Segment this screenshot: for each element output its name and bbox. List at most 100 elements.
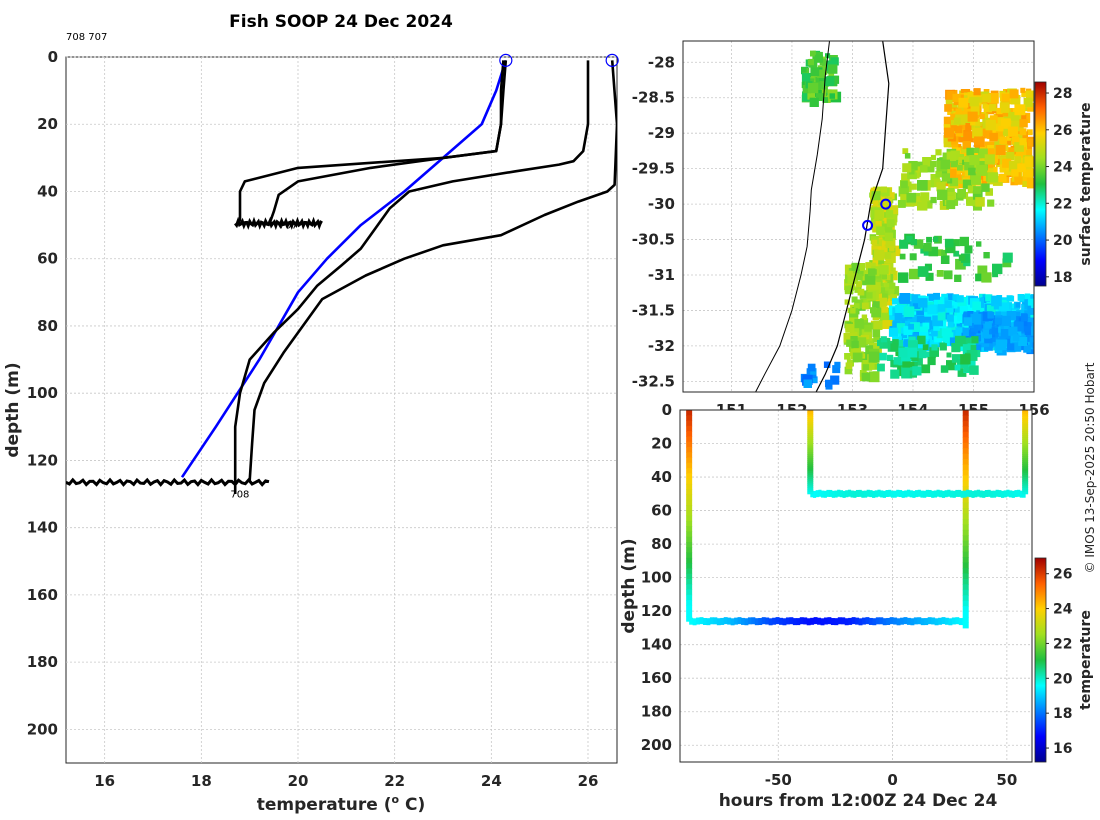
sst-cell <box>968 167 976 176</box>
sst-cell <box>807 82 819 94</box>
temperature-colorbar-ticks: 16 18 20 22 24 26 <box>1046 567 1073 757</box>
sst-cell <box>877 339 884 347</box>
sst-cell <box>970 345 977 351</box>
sst-cell <box>929 336 939 346</box>
sst-cell <box>859 270 870 281</box>
section-bottom-segment <box>869 490 873 498</box>
sst-cell <box>991 327 999 334</box>
section-vertical-segment <box>686 594 693 601</box>
sst-cell <box>1002 158 1012 168</box>
section-bottom-segment <box>925 489 929 497</box>
section-vertical-segment <box>686 552 693 559</box>
section-vertical-segment <box>962 567 969 574</box>
sst-cell <box>949 177 959 187</box>
section-vertical-segment <box>807 447 814 451</box>
sst-cell <box>931 309 943 321</box>
sst-cell <box>830 375 840 385</box>
sst-cell <box>1021 90 1028 98</box>
sst-cell <box>946 305 954 313</box>
sst-cell <box>992 306 1003 317</box>
sst-cell <box>886 210 894 218</box>
section-background <box>680 410 1032 762</box>
sst-cell <box>982 93 991 103</box>
sst-cell <box>890 343 899 352</box>
sst-cell <box>1017 163 1026 173</box>
sst-cell <box>1009 89 1019 99</box>
sst-cell <box>844 366 853 375</box>
sst-cell <box>917 180 928 191</box>
section-bottom-segment <box>768 618 773 626</box>
sst-cell <box>1024 293 1031 300</box>
sst-cell <box>953 250 960 257</box>
section-vertical-segment <box>1022 430 1029 434</box>
sst-cell <box>869 342 880 354</box>
sst-cell <box>873 200 879 206</box>
section-vertical-segment <box>686 505 693 511</box>
sst-cell <box>1022 143 1027 149</box>
sst-cell <box>819 78 826 85</box>
section-vertical-segment <box>962 502 969 509</box>
sst-cell <box>915 166 922 173</box>
sst-cell <box>961 253 971 263</box>
section-vertical-segment <box>1022 481 1029 484</box>
sst-cell <box>892 321 901 330</box>
sst-cell <box>974 144 980 151</box>
section-bottom-segment <box>931 617 936 625</box>
sst-cell <box>1013 321 1024 332</box>
section-bottom-segment <box>817 617 822 625</box>
sst-cell <box>917 266 929 277</box>
section-vertical-segment <box>807 485 814 489</box>
sst-cell <box>925 163 935 173</box>
section-bottom-segment <box>928 489 932 497</box>
section-bottom-segment <box>855 489 860 497</box>
section-vertical-segment <box>686 568 693 575</box>
section-vertical-segment <box>807 416 814 419</box>
sst-cell <box>1023 148 1032 158</box>
section-vertical-segment <box>962 546 969 553</box>
sst-cell <box>966 357 976 368</box>
section-vertical-segment <box>807 470 814 474</box>
sst-cell <box>984 104 992 113</box>
section-y-tick-label: 200 <box>641 736 672 754</box>
sst-cell <box>935 149 942 156</box>
sst-cell <box>941 173 950 182</box>
sst-cell <box>946 200 956 210</box>
profile-y-tick-label: 60 <box>37 250 58 268</box>
sst-cell <box>894 313 903 321</box>
sst-colorbar-tick-label: 26 <box>1053 123 1072 139</box>
sst-cell <box>1015 147 1027 158</box>
sst-cell <box>854 333 862 341</box>
sst-cell <box>942 312 950 320</box>
section-bottom-segment <box>696 617 701 625</box>
sst-cell <box>807 91 816 100</box>
profile-series-line <box>233 60 590 494</box>
sst-cell <box>882 274 887 280</box>
sst-cell <box>856 274 863 281</box>
sst-cell <box>803 379 812 388</box>
sst-cell <box>992 271 999 278</box>
sst-cell <box>903 339 912 347</box>
section-bottom-segment <box>958 618 963 626</box>
section-vertical-segment <box>1022 454 1029 457</box>
section-bottom-segment <box>858 618 863 626</box>
sst-cell <box>933 292 940 300</box>
section-y-tick-label: 140 <box>641 636 672 654</box>
sst-cell <box>985 321 992 329</box>
section-bottom-segment <box>966 489 970 497</box>
section-vertical-segment <box>962 410 969 416</box>
section-bottom-segment <box>829 489 833 497</box>
sst-cell <box>847 273 858 284</box>
sst-cell <box>911 361 918 369</box>
sst-cell <box>851 262 860 271</box>
profile-y-tick-label: 160 <box>27 586 58 604</box>
section-vertical-segment <box>962 464 969 471</box>
section-vertical-segment <box>807 437 814 440</box>
section-vertical-segment <box>1022 422 1029 426</box>
profile-x-tick-label: 20 <box>288 772 309 790</box>
sst-cell <box>962 327 971 337</box>
section-bottom-segment <box>924 618 929 626</box>
sst-cell <box>971 336 979 344</box>
sst-cell <box>828 71 835 78</box>
section-vertical-segment <box>962 453 969 460</box>
sst-cell <box>902 148 909 154</box>
